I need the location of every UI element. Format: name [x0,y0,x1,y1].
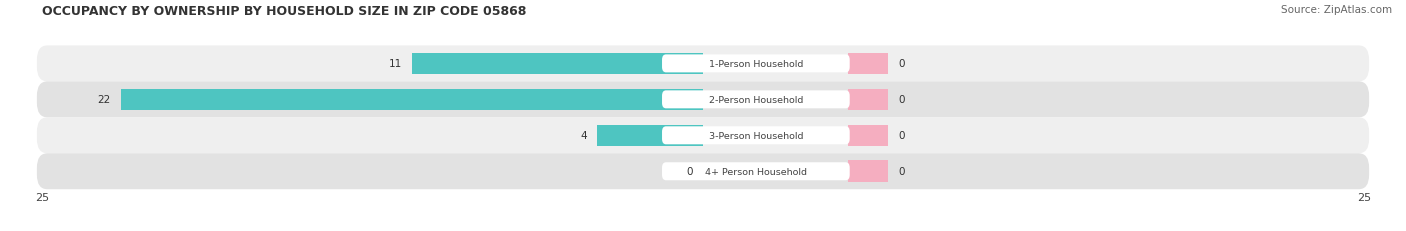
Text: 22: 22 [97,95,111,105]
Text: 0: 0 [898,95,905,105]
FancyBboxPatch shape [662,91,849,109]
Text: 3-Person Household: 3-Person Household [709,131,803,140]
Text: 11: 11 [388,59,402,69]
Text: Source: ZipAtlas.com: Source: ZipAtlas.com [1281,5,1392,15]
Text: 0: 0 [898,59,905,69]
Text: 2-Person Household: 2-Person Household [709,95,803,104]
Text: 0: 0 [898,131,905,141]
Text: 4: 4 [581,131,586,141]
Bar [848,161,889,182]
FancyBboxPatch shape [37,46,1369,82]
FancyBboxPatch shape [662,163,849,180]
Bar [412,53,703,75]
Text: OCCUPANCY BY OWNERSHIP BY HOUSEHOLD SIZE IN ZIP CODE 05868: OCCUPANCY BY OWNERSHIP BY HOUSEHOLD SIZE… [42,5,527,18]
Text: 0: 0 [686,167,692,176]
Bar [121,89,703,111]
Bar [848,53,889,75]
Text: 4+ Person Household: 4+ Person Household [704,167,807,176]
Bar [848,125,889,146]
FancyBboxPatch shape [662,55,849,73]
Bar [598,125,703,146]
FancyBboxPatch shape [37,82,1369,118]
Text: 1-Person Household: 1-Person Household [709,60,803,69]
Bar [848,89,889,111]
FancyBboxPatch shape [37,118,1369,154]
FancyBboxPatch shape [37,154,1369,189]
Text: 0: 0 [898,167,905,176]
FancyBboxPatch shape [662,127,849,145]
